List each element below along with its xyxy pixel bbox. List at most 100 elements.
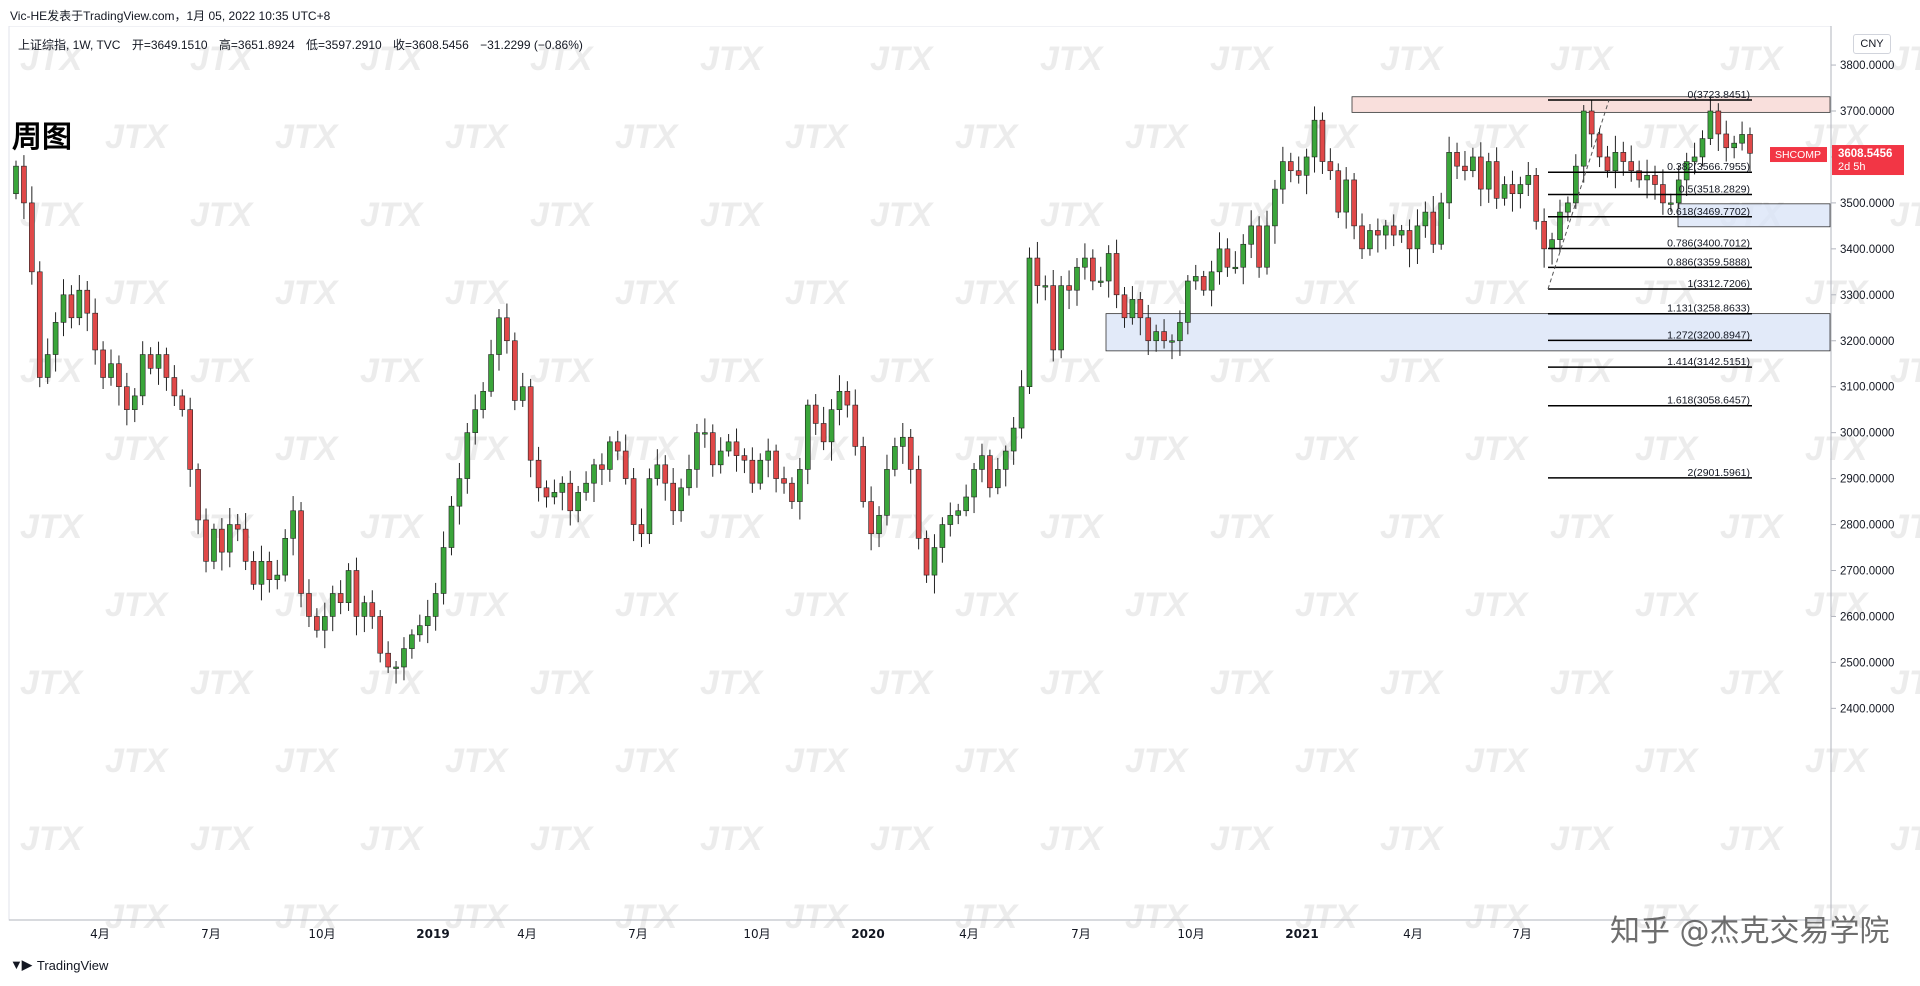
candle-body[interactable] [591,464,597,484]
candle-body[interactable] [1573,165,1579,204]
time-axis[interactable]: 4月 7月 10月 2019 4月 7月 10月 2020 4月 7月 10月 2021 4月 7月 [90,927,1532,941]
candle-body[interactable] [876,515,882,535]
symbol-label[interactable]: 上证综指, 1W, TVC [18,38,121,52]
candle-body[interactable] [773,450,779,479]
candle-body[interactable] [314,616,320,631]
candle-body[interactable] [1747,134,1753,154]
candle-body[interactable] [44,354,51,378]
candle-body[interactable] [607,441,613,470]
candle-body[interactable] [1090,257,1096,282]
candle-body[interactable] [401,648,407,668]
candle-body[interactable] [456,478,463,507]
candle-body[interactable] [92,312,98,351]
candle-body[interactable] [923,538,930,576]
candle-body[interactable] [250,561,257,585]
candle-body[interactable] [654,464,661,479]
candle-body[interactable] [1707,110,1714,139]
candle-body[interactable] [1652,175,1658,185]
candle-body[interactable] [725,441,732,452]
candle-body[interactable] [1311,119,1318,158]
currency-button[interactable]: CNY [1853,34,1891,54]
candle-body[interactable] [1636,170,1642,181]
candle-body[interactable] [1367,230,1373,250]
candle-body[interactable] [1390,225,1397,236]
zone-golden-pocket[interactable] [1677,203,1831,228]
candle-body[interactable] [1660,184,1666,204]
candle-body[interactable] [789,482,795,502]
candle-body[interactable] [1010,427,1017,452]
candle-body[interactable] [694,432,700,470]
candle-body[interactable] [804,404,811,470]
candle-body[interactable] [1240,243,1247,268]
candle-body[interactable] [1454,152,1460,167]
candle-body[interactable] [717,450,724,466]
candle-body[interactable] [76,289,83,319]
candle-body[interactable] [329,593,336,617]
candle-body[interactable] [464,432,471,479]
candle-body[interactable] [1549,239,1555,250]
candle-body[interactable] [1066,285,1072,291]
candle-body[interactable] [1074,266,1080,291]
candle-body[interactable] [686,469,692,489]
candle-body[interactable] [155,354,162,369]
candle-body[interactable] [1121,294,1128,319]
candle-body[interactable] [179,395,186,410]
candle-body[interactable] [1541,220,1547,250]
candle-body[interactable] [575,492,581,512]
candle-body[interactable] [234,524,241,530]
candle-body[interactable] [599,464,605,470]
candle-body[interactable] [480,390,486,410]
candle-body[interactable] [1731,142,1737,149]
candle-body[interactable] [979,455,985,470]
candle-body[interactable] [1462,165,1468,172]
candle-body[interactable] [1208,271,1215,291]
candle-body[interactable] [163,354,170,378]
candle-body[interactable] [860,446,867,502]
candle-body[interactable] [1517,184,1524,195]
candle-body[interactable] [1359,225,1365,250]
candle-body[interactable] [440,547,447,594]
candle-body[interactable] [1691,156,1698,162]
candle-body[interactable] [29,202,35,273]
candle-body[interactable] [139,354,146,397]
candle-body[interactable] [709,432,716,466]
candle-body[interactable] [13,165,19,195]
candle-body[interactable] [488,354,494,392]
candle-body[interactable] [1303,156,1310,176]
candle-body[interactable] [1050,285,1057,351]
candle-body[interactable] [1256,225,1262,268]
candle-body[interactable] [385,652,391,668]
candle-body[interactable] [1335,170,1342,213]
candle-body[interactable] [1216,248,1223,273]
candle-body[interactable] [298,510,304,594]
candle-body[interactable] [21,165,27,204]
candle-body[interactable] [749,459,756,484]
candle-body[interactable] [1248,225,1254,245]
zone-resistance[interactable] [1351,96,1831,113]
candle-body[interactable] [1430,211,1437,245]
candle-body[interactable] [662,464,669,484]
candle-body[interactable] [1280,161,1286,190]
price-axis[interactable]: 3800.00003700.00003600.00003500.00003400… [1831,60,1894,715]
candle-body[interactable] [812,404,819,424]
candle-body[interactable] [781,478,787,484]
candle-body[interactable] [646,478,653,535]
candle-body[interactable] [1739,134,1745,144]
candle-body[interactable] [1525,175,1532,185]
candle-body[interactable] [1272,188,1278,227]
candle-body[interactable] [1501,184,1508,199]
candle-body[interactable] [1604,156,1611,172]
candle-body[interactable] [955,510,962,516]
candle-body[interactable] [1398,230,1405,236]
candle-body[interactable] [1327,161,1334,172]
candle-body[interactable] [512,340,518,401]
candle-body[interactable] [1351,179,1357,227]
candle-body[interactable] [68,294,75,319]
candle-body[interactable] [369,602,376,617]
candle-body[interactable] [947,515,954,525]
candle-body[interactable] [670,482,676,512]
candle-body[interactable] [1224,248,1231,268]
candle-body[interactable] [1438,202,1445,245]
candle-body[interactable] [892,446,898,470]
candle-body[interactable] [1137,299,1144,319]
